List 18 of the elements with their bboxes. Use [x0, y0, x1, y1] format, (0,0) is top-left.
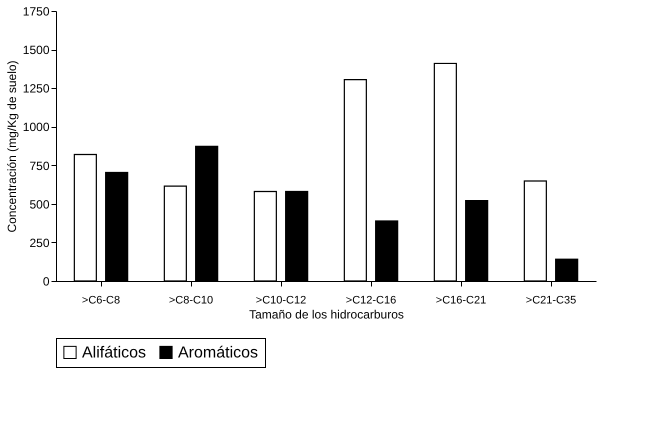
y-tick-label: 1250 [22, 82, 50, 96]
y-tick-label: 1000 [22, 120, 50, 134]
x-tick-label: >C6-C8 [82, 294, 120, 306]
y-tick-label: 1500 [22, 43, 50, 58]
legend-label: Alifáticos [82, 344, 146, 362]
x-tick-label: >C10-C12 [256, 294, 306, 306]
y-tick-label: 750 [29, 158, 50, 173]
y-tick-label: 1750 [22, 4, 50, 18]
x-tick-label: >C12-C16 [346, 294, 396, 306]
legend-label: Aromáticos [178, 344, 258, 362]
y-tick-label: 500 [29, 197, 50, 212]
x-tick-label: >C21-C35 [526, 294, 576, 306]
y-tick-label: 250 [29, 236, 50, 250]
y-tick-label: 0 [42, 274, 50, 288]
y-axis-title: Concentración (mg/Kg de suelo) [4, 60, 19, 233]
x-tick-label: >C16-C21 [436, 294, 486, 306]
x-axis-title: Tamaño de los hidrocarburos [249, 308, 404, 322]
x-tick-label: >C8-C10 [168, 294, 214, 306]
